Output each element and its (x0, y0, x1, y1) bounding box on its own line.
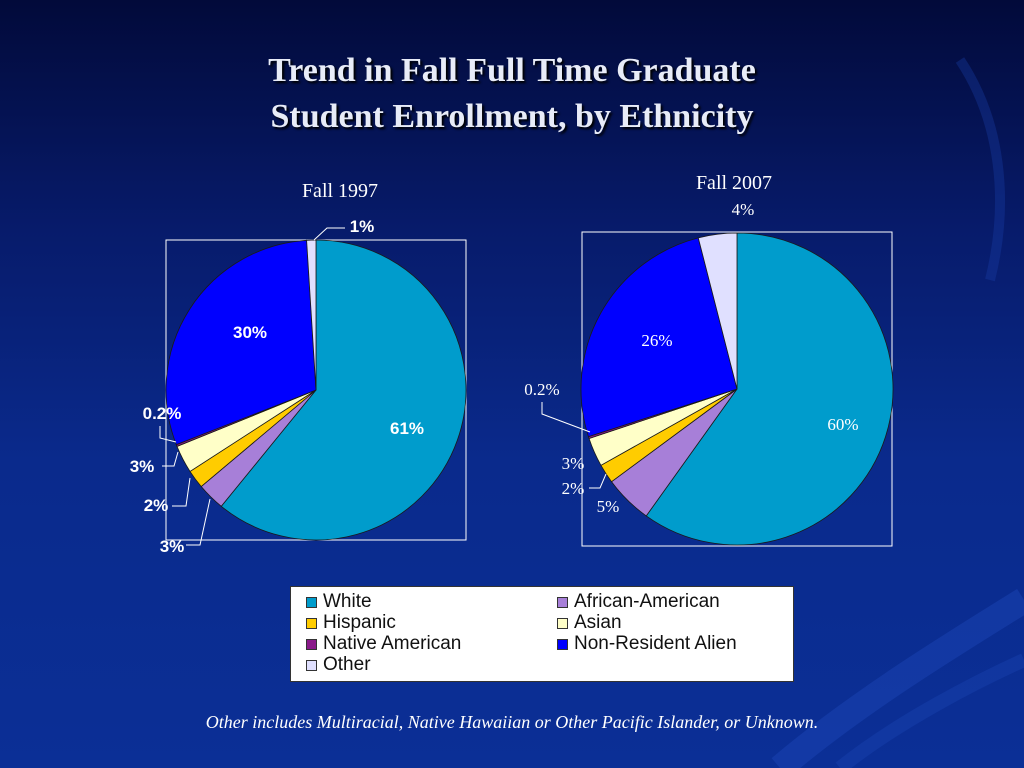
data-label-fall-2007-white: 60% (827, 415, 858, 434)
data-label-fall-1997-hispanic: 2% (144, 496, 169, 515)
legend-swatch-african-american (557, 596, 568, 608)
leader-line-fall-1997-native-american (159, 426, 177, 443)
leader-line-fall-2007-hispanic (589, 473, 607, 489)
pie-slice-fall-2007-other (697, 232, 738, 390)
legend-swatch-hispanic (306, 617, 317, 629)
data-label-fall-1997-african-american: 3% (160, 537, 185, 556)
legend-item-hispanic: Hispanic (306, 612, 396, 634)
data-label-fall-1997-asian: 3% (130, 457, 155, 476)
pie-slice-fall-1997-other (306, 239, 317, 391)
data-label-fall-2007-other: 4% (732, 200, 755, 219)
pie-slice-fall-2007-white (645, 232, 894, 546)
slide-title-line-1: Trend in Fall Full Time Graduate (268, 52, 756, 89)
legend-item-non-resident-alien: Non-Resident Alien (557, 633, 737, 655)
legend-item-asian: Asian (557, 612, 622, 634)
leader-line-fall-2007-native-american (541, 402, 591, 433)
leader-line-fall-1997-other (313, 227, 345, 241)
legend-label-native-american: Native American (323, 633, 462, 654)
legend-label-hispanic: Hispanic (323, 612, 396, 633)
leader-line-fall-1997-hispanic (172, 477, 191, 507)
data-label-fall-1997-other: 1% (350, 217, 375, 236)
data-label-fall-2007-african-american: 5% (597, 497, 620, 516)
data-label-fall-1997-native-american: 0.2% (143, 404, 182, 423)
slide-title-line-2: Student Enrollment, by Ethnicity (270, 98, 754, 135)
legend-item-african-american: African-American (557, 591, 720, 613)
legend-swatch-non-resident-alien (557, 638, 568, 650)
footnote: Other includes Multiracial, Native Hawai… (205, 712, 819, 732)
data-label-fall-2007-hispanic: 2% (562, 479, 585, 498)
legend-swatch-native-american (306, 638, 317, 650)
chart-2007-title: Fall 2007 (695, 172, 773, 194)
legend-swatch-white (306, 596, 317, 608)
legend-item-other: Other (306, 654, 371, 676)
legend-label-non-resident-alien: Non-Resident Alien (574, 633, 737, 654)
legend-label-asian: Asian (574, 612, 622, 633)
data-label-fall-2007-non-resident-alien: 26% (641, 331, 672, 350)
legend-item-white: White (306, 591, 372, 613)
legend-swatch-asian (557, 617, 568, 629)
pie-slice-fall-2007-non-resident-alien (580, 237, 738, 438)
chart-legend: White African-American Hispanic Asian Na… (290, 586, 794, 682)
data-label-fall-2007-asian: 3% (562, 454, 585, 473)
data-label-fall-2007-native-american: 0.2% (524, 380, 559, 399)
leader-line-fall-1997-african-american (186, 498, 211, 546)
legend-label-african-american: African-American (574, 591, 720, 612)
leader-line-fall-1997-asian (162, 451, 179, 467)
legend-item-native-american: Native American (306, 633, 461, 655)
data-label-fall-1997-white: 61% (390, 419, 424, 438)
legend-label-white: White (323, 591, 372, 612)
legend-swatch-other (306, 659, 317, 671)
pie-slice-fall-1997-white (220, 239, 467, 541)
slide-title: Trend in Fall Full Time Graduate Student… (0, 48, 1024, 140)
pie-slice-fall-1997-non-resident-alien (165, 239, 317, 446)
legend-label-other: Other (323, 654, 371, 675)
chart-1997-title: Fall 1997 (301, 180, 379, 202)
data-label-fall-1997-non-resident-alien: 30% (233, 323, 267, 342)
